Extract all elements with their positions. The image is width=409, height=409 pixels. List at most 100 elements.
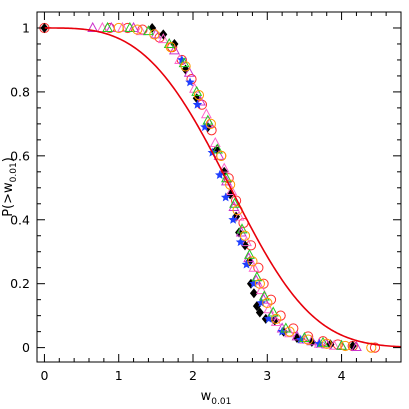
x-tick-label: 1 — [115, 368, 123, 383]
star-marker — [314, 338, 325, 348]
circle-marker — [165, 42, 176, 53]
star-marker — [264, 313, 274, 323]
circle-marker — [303, 334, 314, 345]
circle-marker — [284, 326, 295, 337]
diamond-marker — [148, 22, 157, 33]
triangle-marker — [306, 335, 318, 346]
triangle-marker — [267, 306, 279, 317]
circle-marker — [321, 338, 332, 349]
circle-marker — [216, 150, 227, 161]
triangle-marker — [202, 114, 214, 125]
star-marker — [192, 99, 203, 109]
triangle-marker — [200, 108, 212, 119]
triangle-marker — [163, 37, 175, 48]
triangle-marker — [178, 57, 190, 68]
circle-marker — [262, 297, 273, 308]
circle-marker — [366, 342, 377, 353]
y-tick-label: 0.4 — [10, 212, 30, 227]
circle-marker — [132, 24, 143, 35]
star-marker — [256, 297, 267, 307]
triangle-marker — [218, 162, 230, 173]
triangle-marker — [236, 223, 248, 234]
triangle-marker — [96, 21, 108, 32]
circle-marker — [149, 29, 160, 40]
circle-marker — [369, 342, 381, 353]
triangle-marker — [263, 303, 275, 314]
triangle-marker — [168, 44, 180, 55]
circle-marker — [205, 118, 216, 129]
y-tick-label: 0.2 — [10, 276, 30, 291]
x-axis-label-sub: 0.01 — [211, 397, 231, 407]
circle-marker — [340, 340, 351, 352]
triangle-marker — [328, 339, 340, 350]
triangle-marker — [280, 322, 292, 333]
triangle-marker — [255, 284, 267, 295]
triangle-marker — [209, 136, 221, 148]
triangle-marker — [298, 331, 310, 343]
triangle-marker — [226, 184, 238, 195]
y-tick-label: 0.6 — [10, 148, 30, 163]
x-tick-label: 0 — [40, 368, 48, 383]
star-marker — [235, 237, 246, 247]
plot-frame — [36, 11, 402, 363]
triangle-marker — [243, 252, 255, 263]
data-markers — [39, 21, 381, 353]
triangle-marker — [87, 21, 99, 32]
y-axis-label: P(>w0.01) — [1, 157, 19, 217]
star-marker — [220, 192, 231, 202]
star-marker — [214, 170, 225, 180]
triangle-marker — [235, 226, 247, 237]
x-tick-label: 4 — [338, 368, 346, 383]
circle-marker — [113, 22, 124, 34]
x-tick-label: 3 — [263, 368, 271, 383]
triangle-marker — [228, 200, 240, 211]
circle-marker — [180, 61, 191, 72]
triangle-marker — [150, 28, 162, 39]
circle-marker — [247, 256, 258, 267]
triangle-marker — [135, 25, 147, 36]
diamond-marker — [348, 341, 357, 352]
circle-marker — [225, 179, 236, 190]
x-axis-label: w0.01 — [201, 389, 232, 407]
triangle-marker — [244, 248, 255, 259]
star-marker — [177, 54, 187, 64]
y-axis-label-sub: 0.01 — [9, 162, 19, 182]
tick-labels: 0 1 2 3 4 0 0.2 0.4 0.6 0.8 1 — [10, 20, 345, 383]
triangle-marker — [194, 95, 206, 106]
axis-ticks — [37, 12, 402, 362]
y-tick-label: 1 — [22, 20, 30, 35]
triangle-marker — [102, 21, 114, 32]
triangle-marker — [248, 261, 260, 272]
y-tick-label: 0.8 — [10, 84, 30, 99]
triangle-marker — [183, 66, 195, 77]
y-tick-label: 0 — [22, 340, 30, 355]
triangle-marker — [191, 85, 203, 96]
triangle-marker — [229, 197, 241, 208]
circle-marker — [271, 313, 282, 324]
triangle-marker — [124, 21, 136, 32]
circle-marker — [239, 230, 251, 241]
diamond-marker — [255, 307, 264, 318]
triangle-marker — [270, 315, 282, 327]
circle-marker — [253, 262, 264, 273]
y-axis-label-close: ) — [1, 157, 16, 162]
star-marker — [200, 122, 210, 132]
triangle-marker — [251, 271, 263, 282]
star-marker — [241, 259, 252, 269]
star-marker — [228, 214, 238, 224]
triangle-marker — [258, 290, 270, 301]
triangle-marker — [233, 210, 245, 221]
y-axis-label-main: P(>w — [1, 182, 16, 217]
triangle-marker — [142, 25, 154, 36]
triangle-marker — [350, 340, 362, 351]
star-marker — [185, 77, 195, 87]
star-marker — [249, 278, 259, 288]
triangle-marker — [220, 175, 232, 186]
triangle-marker — [157, 33, 169, 44]
x-tick-label: 2 — [189, 368, 197, 383]
diamond-marker — [249, 288, 258, 299]
triangle-marker — [116, 21, 128, 32]
circle-marker — [254, 278, 265, 289]
model-curve — [44, 27, 401, 348]
